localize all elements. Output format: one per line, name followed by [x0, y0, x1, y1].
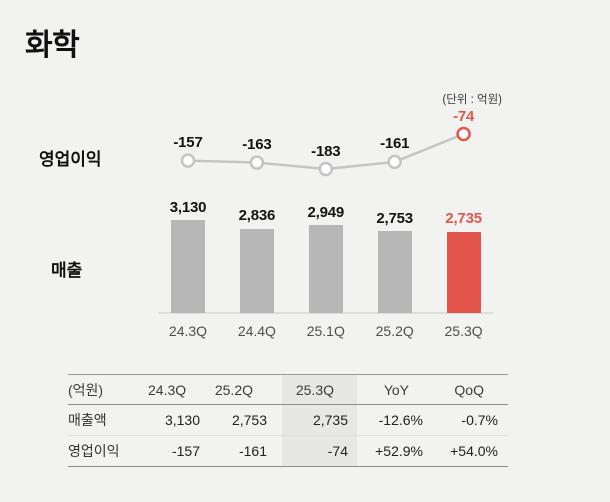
table-row: 영업이익 -157 -161 -74 +52.9% +54.0% — [68, 436, 508, 466]
table-header-cell: 25.3Q — [295, 381, 334, 398]
table-cell: -74 — [327, 443, 348, 459]
operating-profit-line-chart — [180, 126, 471, 177]
summary-table: (억원) 24.3Q 25.2Q 25.3Q YoY QoQ 매출액 3,130 2,753 2,… — [68, 374, 508, 467]
operating-profit-series-label: 영업이익 — [39, 150, 102, 169]
unit-note: (단위 : 억원) — [442, 94, 502, 106]
table-header-row: (억원) 24.3Q 25.2Q 25.3Q YoY QoQ — [68, 375, 508, 405]
line-point-marker — [456, 126, 471, 142]
bar-value-label: 2,836 — [238, 207, 276, 225]
line-value-label: -157 — [173, 134, 203, 152]
revenue-bar — [308, 225, 343, 313]
highlight-column-overlay — [282, 375, 357, 466]
line-point-marker — [249, 155, 265, 170]
line-point-marker — [387, 154, 402, 170]
table-cell: -0.7% — [461, 412, 498, 428]
table-header-cell: QoQ — [454, 381, 484, 398]
category-label: 25.3Q — [444, 323, 483, 339]
line-point-marker — [180, 153, 196, 168]
category-label: 25.1Q — [306, 323, 345, 339]
table-header-cell: 24.3Q — [148, 381, 187, 398]
page-title: 화학 — [25, 29, 80, 62]
line-value-label: -163 — [242, 136, 272, 154]
line-value-label: -74 — [453, 107, 475, 125]
table-cell: 2,735 — [312, 412, 348, 428]
category-label: 25.2Q — [375, 323, 414, 339]
category-label: 24.4Q — [237, 323, 276, 339]
line-value-label: -183 — [311, 142, 341, 160]
revenue-bar — [239, 228, 274, 313]
line-point-marker — [318, 161, 334, 177]
table-cell: -161 — [238, 443, 267, 459]
table-cell: -157 — [171, 443, 200, 459]
table-cell: 영업이익 — [68, 443, 120, 459]
table-cell: 매출액 — [68, 412, 107, 428]
x-axis-line — [158, 312, 493, 314]
revenue-bar — [377, 231, 412, 313]
revenue-bar — [446, 231, 481, 313]
table-cell: 3,130 — [164, 412, 200, 428]
table-cell: +54.0% — [450, 443, 498, 459]
table-row: 매출액 3,130 2,753 2,735 -12.6% -0.7% — [68, 405, 508, 436]
table-cell: 2,753 — [231, 412, 267, 428]
revenue-bar — [171, 220, 205, 313]
bar-value-label: 3,130 — [169, 198, 207, 216]
revenue-series-label: 매출 — [51, 261, 83, 280]
table-header-cell: YoY — [383, 381, 409, 398]
category-label: 24.3Q — [168, 323, 208, 339]
table-header-cell: (억원) — [68, 381, 104, 398]
table-cell: -12.6% — [378, 412, 423, 428]
table-cell: +52.9% — [375, 443, 423, 459]
table-header-cell: 25.2Q — [214, 381, 253, 398]
line-value-label: -161 — [380, 135, 410, 153]
bar-value-label: 2,735 — [445, 210, 482, 228]
bar-value-label: 2,753 — [376, 209, 413, 227]
bar-value-label: 2,949 — [307, 203, 345, 221]
